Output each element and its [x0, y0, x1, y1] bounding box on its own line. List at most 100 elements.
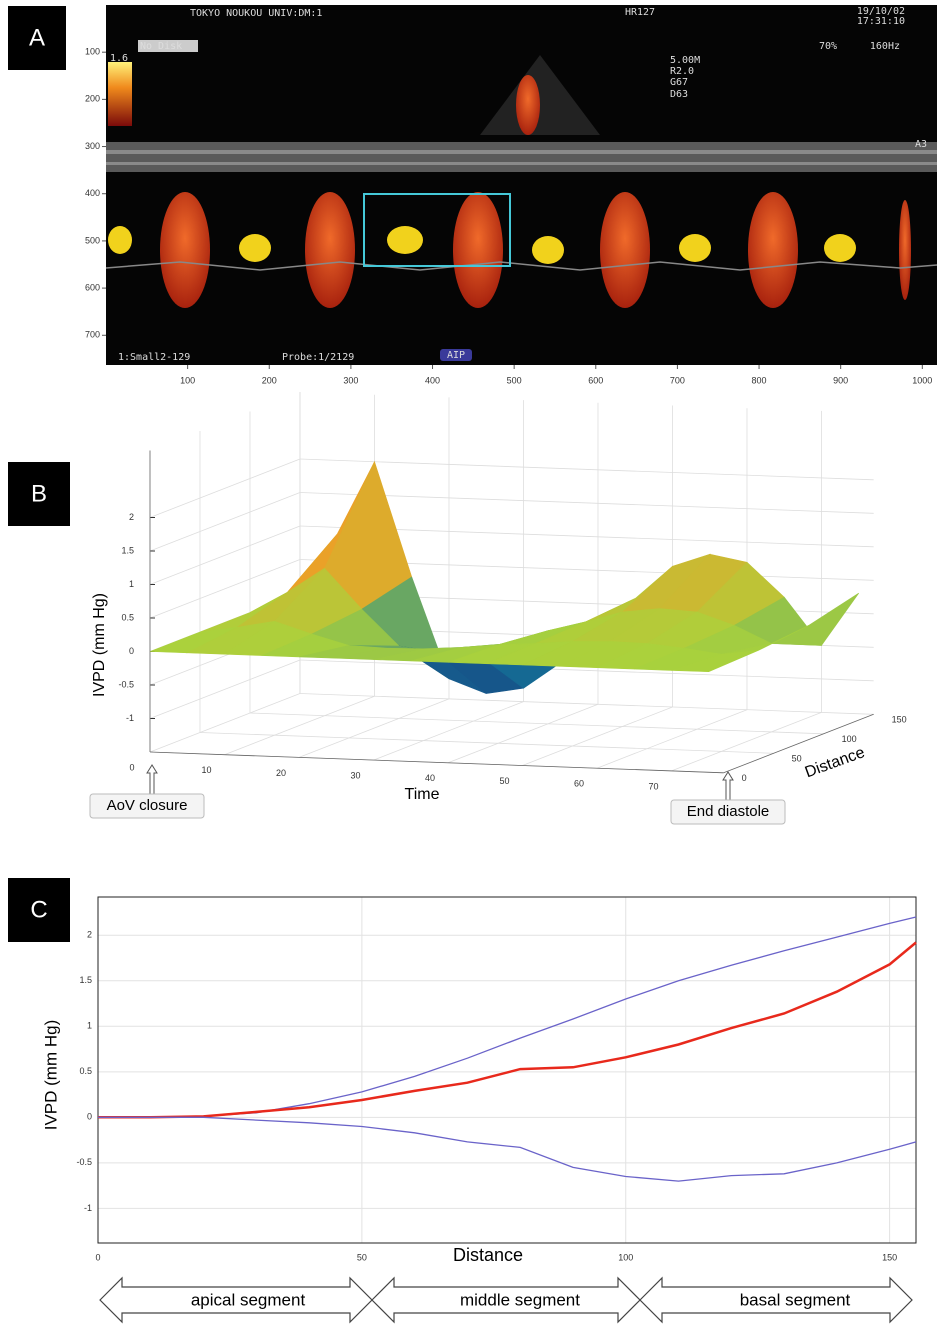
screen-text: Probe:1/2129 — [282, 352, 354, 363]
annotation: AoV closure — [107, 797, 188, 814]
m-mode-band — [106, 150, 937, 154]
grid-line — [522, 706, 673, 766]
segment-arrow — [639, 1276, 913, 1324]
segment-label: basal segment — [740, 1290, 851, 1309]
x-tick-label: 10 — [201, 765, 211, 775]
flow-blob — [532, 236, 564, 264]
flow-blob — [387, 226, 423, 254]
trace — [105, 261, 937, 271]
y-tick-label: 1 — [87, 1021, 92, 1031]
z-axis-label: IVPD (mm Hg) — [91, 593, 108, 697]
y-tick-label: 100 — [85, 47, 100, 57]
y-tick-label: 200 — [85, 94, 100, 104]
grid-line — [299, 693, 874, 715]
y-axis-label: IVPD (mm Hg) — [41, 1020, 60, 1131]
grid-line — [224, 695, 375, 756]
screen-text: R2.0 — [670, 66, 694, 77]
x-tick-label: 600 — [588, 375, 603, 385]
color-flow — [516, 75, 540, 135]
y-tick-label: 300 — [85, 141, 100, 151]
grid-line — [149, 525, 301, 585]
panel-label: A — [29, 24, 45, 51]
screen-text: D63 — [670, 89, 688, 100]
x-tick-label: 20 — [276, 768, 286, 778]
x-tick-label: 300 — [343, 375, 358, 385]
x-axis-label: Time — [405, 786, 440, 803]
screen-text: A3 — [915, 139, 927, 150]
y-tick-label: 2 — [87, 930, 92, 940]
y-tick-label: 150 — [892, 715, 907, 725]
grid-line — [298, 698, 450, 758]
segment-label: middle segment — [460, 1290, 580, 1309]
grid-line — [149, 458, 301, 518]
flow-blob — [679, 234, 711, 262]
screen-text: AIP — [447, 350, 465, 361]
m-mode-band — [106, 162, 937, 165]
flow-blob — [108, 226, 132, 254]
axis-line — [723, 713, 874, 774]
x-tick-label: 70 — [648, 781, 658, 791]
sector-image — [480, 55, 600, 135]
x-tick-label: 1000 — [912, 375, 932, 385]
y-tick-label: -1 — [84, 1203, 92, 1213]
grid-line — [299, 458, 874, 481]
flow-blob — [899, 200, 911, 300]
z-tick-label: 1 — [129, 579, 134, 589]
data-line — [98, 1116, 917, 1182]
y-tick-label: 0.5 — [79, 1066, 92, 1076]
screen-text: 19/10/02 — [857, 6, 905, 17]
grid-line — [149, 559, 301, 619]
x-tick-label: 30 — [350, 770, 360, 780]
annotation-arrow — [722, 771, 734, 801]
segment-arrows — [99, 1276, 913, 1324]
screen-text: 1:Small2-129 — [118, 352, 190, 363]
screen-text: 160Hz — [870, 41, 900, 52]
text-box — [138, 40, 198, 52]
grid-line — [149, 693, 301, 753]
z-tick-label: 2 — [129, 512, 134, 522]
x-tick-label: 150 — [882, 1252, 897, 1262]
screen-text: No Disk — [140, 41, 182, 52]
annotation: End diastole — [687, 803, 770, 820]
grid-line — [149, 492, 301, 552]
y-tick-label: 700 — [85, 330, 100, 340]
panel-label: C — [30, 896, 47, 923]
x-tick-label: 40 — [425, 773, 435, 783]
grid-line — [249, 712, 824, 735]
grid-line — [596, 709, 748, 769]
data-line — [98, 916, 917, 1118]
surface-cell — [671, 649, 759, 673]
z-tick-label: 0 — [129, 646, 134, 656]
y-tick-label: 0 — [742, 773, 747, 783]
x-tick-label: 0 — [129, 762, 134, 772]
x-tick-label: 900 — [833, 375, 848, 385]
segment-label: apical segment — [191, 1290, 306, 1309]
ultrasound-image — [106, 5, 937, 365]
grid-line — [149, 659, 301, 719]
m-mode-band — [106, 142, 937, 172]
flow-blob — [824, 234, 856, 262]
z-tick-label: 1.5 — [121, 545, 134, 555]
y-tick-label: 100 — [842, 734, 857, 744]
x-tick-label: 50 — [357, 1252, 367, 1262]
screen-text: 1.6 — [110, 53, 128, 64]
data-line — [98, 941, 917, 1119]
y-tick-label: 600 — [85, 282, 100, 292]
grid-line — [299, 659, 874, 682]
text-box — [440, 349, 472, 361]
screen-text: G67 — [670, 77, 688, 88]
flow-blob — [600, 192, 650, 308]
flow-blob — [239, 234, 271, 262]
y-tick-label: 1.5 — [79, 975, 92, 985]
annotation-arrow — [146, 764, 158, 795]
panel-label-box — [8, 878, 70, 942]
selection-box — [363, 193, 511, 267]
y-tick-label: 500 — [85, 235, 100, 245]
x-tick-label: 100 — [618, 1252, 633, 1262]
x-tick-label: 60 — [574, 779, 584, 789]
annotation-box — [89, 793, 205, 819]
x-tick-label: 800 — [752, 375, 767, 385]
x-tick-label: 50 — [499, 776, 509, 786]
color-bar — [108, 62, 132, 126]
